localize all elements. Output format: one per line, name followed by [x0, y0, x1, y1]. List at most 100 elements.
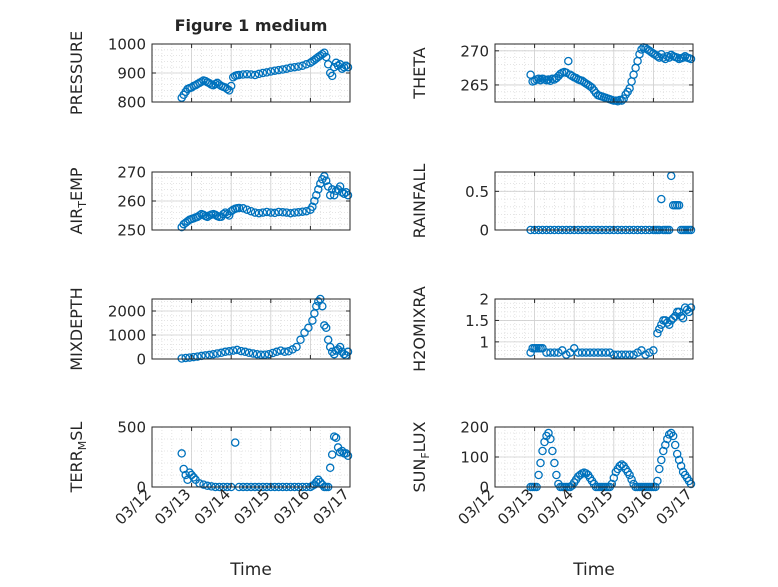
data-point	[250, 70, 260, 80]
data-point	[320, 48, 329, 57]
data-point	[678, 314, 688, 323]
data-point	[302, 206, 311, 216]
data-point	[199, 480, 208, 489]
data-point	[274, 207, 283, 217]
data-point	[605, 348, 615, 357]
data-point	[278, 65, 287, 74]
data-point	[193, 352, 202, 361]
data-point	[542, 348, 551, 357]
data-point	[312, 190, 321, 200]
data-point	[308, 202, 317, 212]
x-tick-label: 03/17	[653, 485, 696, 528]
data-point	[536, 458, 545, 468]
data-point	[177, 449, 186, 458]
x-tick-label: 03/12	[455, 485, 498, 528]
data-point	[544, 428, 553, 438]
data-point	[617, 350, 626, 359]
data-point	[664, 430, 674, 439]
x-tick-label: 03/12	[112, 485, 155, 528]
y-tick-label: 900	[117, 65, 146, 83]
y-axis-label: SUNFLUX	[410, 421, 432, 492]
data-point	[672, 53, 682, 62]
data-point	[343, 62, 353, 72]
y-tick-label: 270	[117, 164, 146, 182]
data-point	[573, 348, 583, 357]
data-point	[670, 440, 680, 450]
data-point	[286, 63, 295, 73]
plot-area	[495, 172, 693, 230]
data-point	[224, 211, 234, 220]
data-point	[343, 347, 353, 357]
data-point	[676, 311, 686, 321]
axes-box	[494, 171, 694, 231]
data-point	[627, 475, 636, 484]
data-point	[282, 64, 291, 73]
data-point	[686, 303, 696, 312]
data-point	[672, 449, 682, 459]
data-point	[585, 348, 595, 357]
data-point	[534, 74, 543, 84]
subplot-rainfall: 0 0.5 RAINFALL	[410, 164, 696, 240]
figure-title: Figure 1 medium	[175, 16, 328, 35]
data-point	[181, 353, 190, 363]
data-point	[272, 347, 281, 357]
data-point	[258, 208, 268, 217]
data-point	[621, 350, 630, 359]
data-point	[339, 189, 349, 199]
y-tick-label: 1000	[108, 327, 146, 345]
data-point	[327, 185, 337, 194]
data-point	[335, 182, 345, 191]
data-point	[282, 208, 291, 217]
data-point	[310, 196, 319, 206]
data-point	[260, 350, 270, 359]
data-point	[296, 335, 305, 345]
data-point	[659, 53, 668, 62]
y-tick-label: 270	[460, 42, 489, 60]
axes-box	[494, 298, 694, 360]
y-tick-label: 100	[460, 449, 489, 467]
y-axis-label: THETA	[410, 47, 429, 99]
x-tick-label: 03/13	[151, 485, 194, 528]
data-point	[593, 348, 603, 357]
data-point	[577, 348, 587, 357]
data-point	[686, 54, 696, 64]
data-point	[266, 208, 276, 217]
data-point	[325, 463, 335, 473]
x-tick-label: 03/16	[270, 485, 313, 528]
x-tick-label: 03/13	[494, 485, 537, 528]
data-point	[635, 49, 644, 59]
data-point	[564, 56, 573, 66]
y-tick-label: 2	[479, 291, 489, 309]
data-point	[321, 176, 331, 185]
data-point	[278, 208, 287, 217]
data-point	[617, 96, 626, 105]
data-point	[254, 69, 264, 79]
plot-area	[495, 44, 693, 102]
y-tick-label: 0	[479, 222, 489, 240]
y-axis-label: MIXDEPTH	[67, 287, 86, 370]
data-point	[538, 446, 547, 456]
data-point	[331, 433, 341, 443]
data-point	[314, 185, 323, 194]
data-point	[236, 346, 246, 356]
y-axis-label: RAINFALL	[410, 164, 429, 239]
data-point	[589, 348, 599, 357]
data-point	[274, 65, 283, 75]
data-point	[207, 482, 216, 491]
data-point	[629, 350, 638, 359]
y-tick-label: 0	[136, 351, 146, 369]
data-point	[597, 348, 607, 357]
data-point	[327, 450, 337, 459]
data-point	[250, 208, 260, 217]
data-point	[653, 329, 662, 338]
y-axis-label: H2OMIXRA	[410, 286, 429, 372]
data-point	[258, 68, 268, 78]
data-point	[242, 205, 252, 214]
data-point	[655, 324, 664, 334]
x-tick-label: 03/16	[613, 485, 656, 528]
data-point	[664, 320, 674, 329]
data-point	[290, 62, 299, 72]
data-point	[219, 209, 228, 219]
data-point	[264, 349, 274, 359]
data-point	[674, 307, 684, 317]
